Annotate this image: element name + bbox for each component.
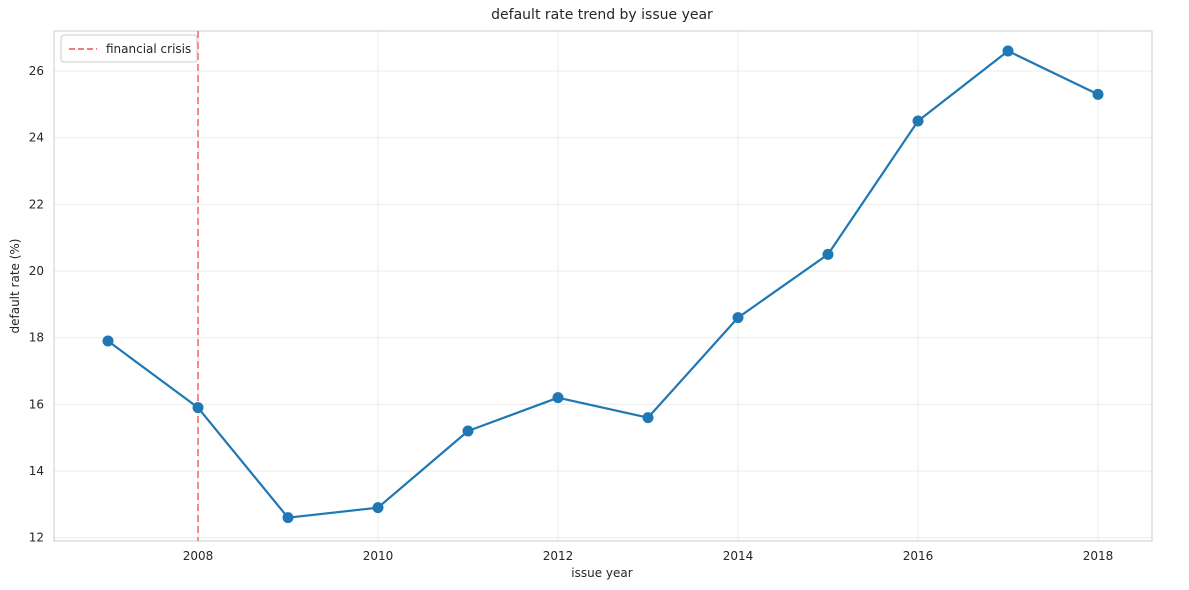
data-point bbox=[822, 248, 834, 260]
x-tick-label: 2012 bbox=[543, 549, 574, 563]
data-point bbox=[462, 425, 474, 437]
x-tick-label: 2008 bbox=[183, 549, 214, 563]
x-tick-label: 2014 bbox=[723, 549, 754, 563]
x-tick-label: 2018 bbox=[1083, 549, 1114, 563]
y-tick-label: 16 bbox=[29, 397, 44, 411]
legend: financial crisis bbox=[60, 34, 198, 63]
x-tick-label: 2016 bbox=[903, 549, 934, 563]
axes: 2008 2010 2012 2014 2016 2018 12 14 16 18 20 22 24 26 bbox=[29, 30, 1153, 563]
data-point bbox=[732, 312, 744, 324]
legend-label-financial-crisis: financial crisis bbox=[106, 42, 191, 56]
data-point bbox=[642, 412, 654, 424]
data-point bbox=[282, 512, 294, 524]
series-line bbox=[107, 49, 1099, 519]
y-axis-label: default rate (%) bbox=[8, 239, 22, 334]
data-point bbox=[552, 392, 564, 404]
grid bbox=[54, 31, 1152, 541]
data-point bbox=[912, 115, 924, 127]
y-tick-label: 12 bbox=[29, 531, 44, 545]
y-tick-label: 14 bbox=[29, 464, 44, 478]
series bbox=[102, 45, 1104, 524]
y-tick-label: 18 bbox=[29, 331, 44, 345]
chart-title: default rate trend by issue year bbox=[491, 7, 713, 23]
y-tick-label: 24 bbox=[29, 131, 44, 145]
y-tick-label: 26 bbox=[29, 64, 44, 78]
legend-box bbox=[60, 34, 198, 63]
y-tick-label: 20 bbox=[29, 264, 44, 278]
data-point bbox=[102, 335, 114, 347]
y-tick-label: 22 bbox=[29, 197, 44, 211]
x-tick-label: 2010 bbox=[363, 549, 394, 563]
data-point bbox=[1092, 88, 1104, 100]
data-point bbox=[192, 402, 204, 414]
x-axis-label: issue year bbox=[571, 566, 632, 580]
data-point bbox=[372, 502, 384, 514]
data-point bbox=[1002, 45, 1014, 57]
plot-frame bbox=[53, 30, 1153, 542]
